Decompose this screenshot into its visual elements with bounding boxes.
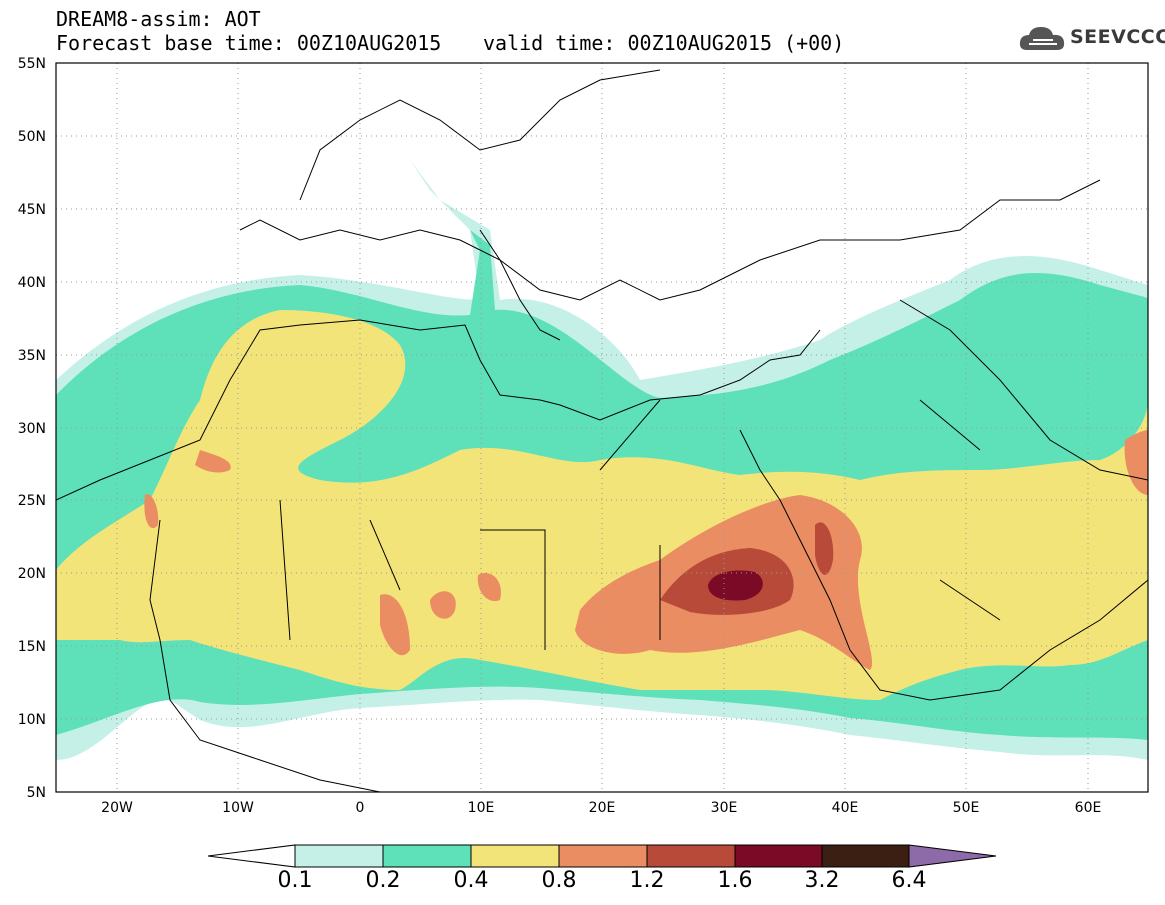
lon-label: 0 [356,800,365,816]
coastlines [56,69,1148,792]
lon-label: 20E [589,800,616,816]
aot-band-0-4 [56,310,1148,700]
aot-band-0-8 [430,591,456,619]
map-title: DREAM8-assim: AOT [56,7,261,31]
lat-label: 25N [18,493,46,509]
lat-label: 50N [18,129,46,145]
colorbar-low-arrow [207,844,296,868]
lat-label: 35N [18,348,46,364]
colorbar-label: 3.2 [804,868,840,893]
lat-label: 15N [18,639,46,655]
lat-label: 10N [18,712,46,728]
colorbar-swatch [734,844,823,868]
colorbar-label: 6.4 [891,868,927,893]
colorbar-label: 0.4 [453,868,489,893]
colorbar-high-arrow [908,844,997,868]
colorbar-label: 0.2 [365,868,401,893]
map-frame [55,62,1149,793]
lon-label: 30E [711,800,738,816]
aot-band-0-8 [144,494,159,529]
aot-field [56,160,1148,760]
lon-label: 10E [468,800,495,816]
latitude-labels: 55N 50N 45N 40N 35N 30N 25N 20N 15N 10N … [18,56,46,801]
lat-label: 20N [18,566,46,582]
colorbar-label: 0.8 [541,868,577,893]
valid-time: valid time: 00Z10AUG2015 (+00) [483,31,845,55]
lat-label: 55N [18,56,46,72]
lon-label: 50E [953,800,980,816]
grid [56,63,1148,792]
colorbar-swatch [382,844,472,868]
aot-band-0-8 [380,594,410,656]
lon-label: 10W [222,800,254,816]
colorbar-swatch [821,844,910,868]
lat-label: 30N [18,421,46,437]
aot-band-1-2 [815,522,834,575]
colorbar-swatch [558,844,648,868]
colorbar-label: 1.2 [629,868,665,893]
aot-band-0-8 [195,450,231,473]
lon-label: 60E [1075,800,1102,816]
forecast-base-time: Forecast base time: 00Z10AUG2015 [56,31,442,55]
lon-label: 20W [101,800,133,816]
lat-label: 45N [18,202,46,218]
colorbar-label: 0.1 [277,868,313,893]
logo-text: SEEVCCC [1070,26,1165,48]
colorbar-swatch [646,844,736,868]
lat-label: 40N [18,275,46,291]
aot-band-1-6 [708,570,763,601]
lon-label: 40E [832,800,859,816]
cloud-icon [1019,27,1065,50]
aot-band-0-8 [477,572,501,602]
colorbar [207,844,997,868]
colorbar-swatch [294,844,384,868]
colorbar-swatch [470,844,560,868]
colorbar-label: 1.6 [717,868,753,893]
longitude-labels: 20W 10W 0 10E 20E 30E 40E 50E 60E [101,800,1101,816]
lat-label: 5N [27,785,46,801]
